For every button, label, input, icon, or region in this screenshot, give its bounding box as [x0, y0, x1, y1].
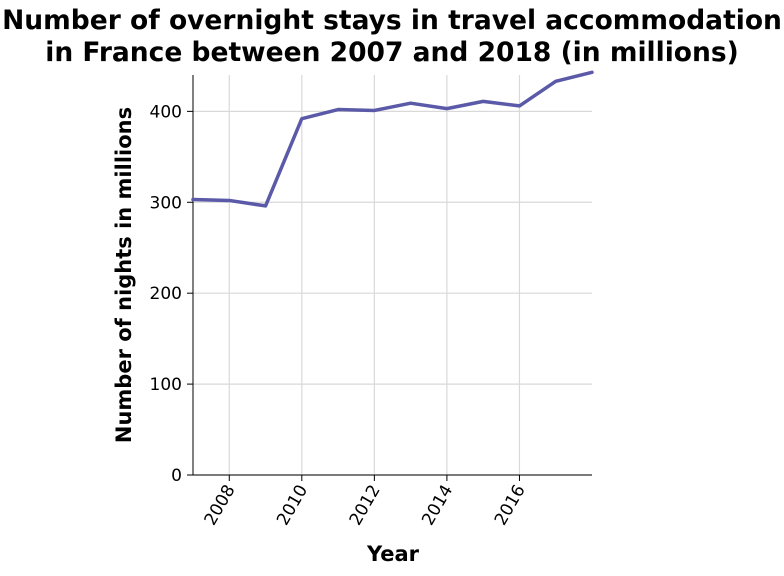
y-tick-label-400: 400	[150, 102, 182, 122]
y-tick-label-300: 300	[150, 193, 182, 213]
data-point-2009	[264, 204, 267, 208]
data-point-2011	[336, 108, 340, 111]
x-tick-label-2008: 2008	[201, 482, 240, 529]
chart-title-line-2: in France between 2007 and 2018 (in mill…	[45, 37, 739, 68]
data-point-2015	[481, 100, 485, 103]
y-tick-label-100: 100	[150, 375, 182, 395]
data-point-2017	[554, 80, 557, 83]
axes: 0 100 200 300 400 2008 2010 2012 2014 2016	[150, 75, 592, 529]
y-tick-label-0: 0	[171, 466, 182, 486]
data-point-2008	[228, 199, 231, 202]
y-axis-label: Number of nights in millions	[112, 107, 136, 443]
data-point-2016	[518, 104, 521, 108]
data-point-2014	[445, 107, 449, 110]
series-line	[191, 70, 594, 208]
x-tick-label-2012: 2012	[346, 482, 385, 529]
x-tick-label-2016: 2016	[491, 482, 530, 529]
data-point-2010	[300, 117, 304, 120]
x-tick-label-2010: 2010	[273, 482, 312, 529]
data-point-2007	[191, 198, 195, 201]
data-point-2018	[590, 71, 594, 74]
data-point-2012	[373, 109, 376, 112]
data-point-2013	[409, 101, 412, 105]
x-axis-label: Year	[366, 542, 420, 566]
chart-title-line-1: Number of overnight stays in travel acco…	[2, 5, 782, 36]
y-tick-label-200: 200	[150, 284, 182, 304]
grid	[193, 75, 592, 476]
x-tick-label-2014: 2014	[418, 482, 457, 529]
series	[191, 70, 594, 208]
